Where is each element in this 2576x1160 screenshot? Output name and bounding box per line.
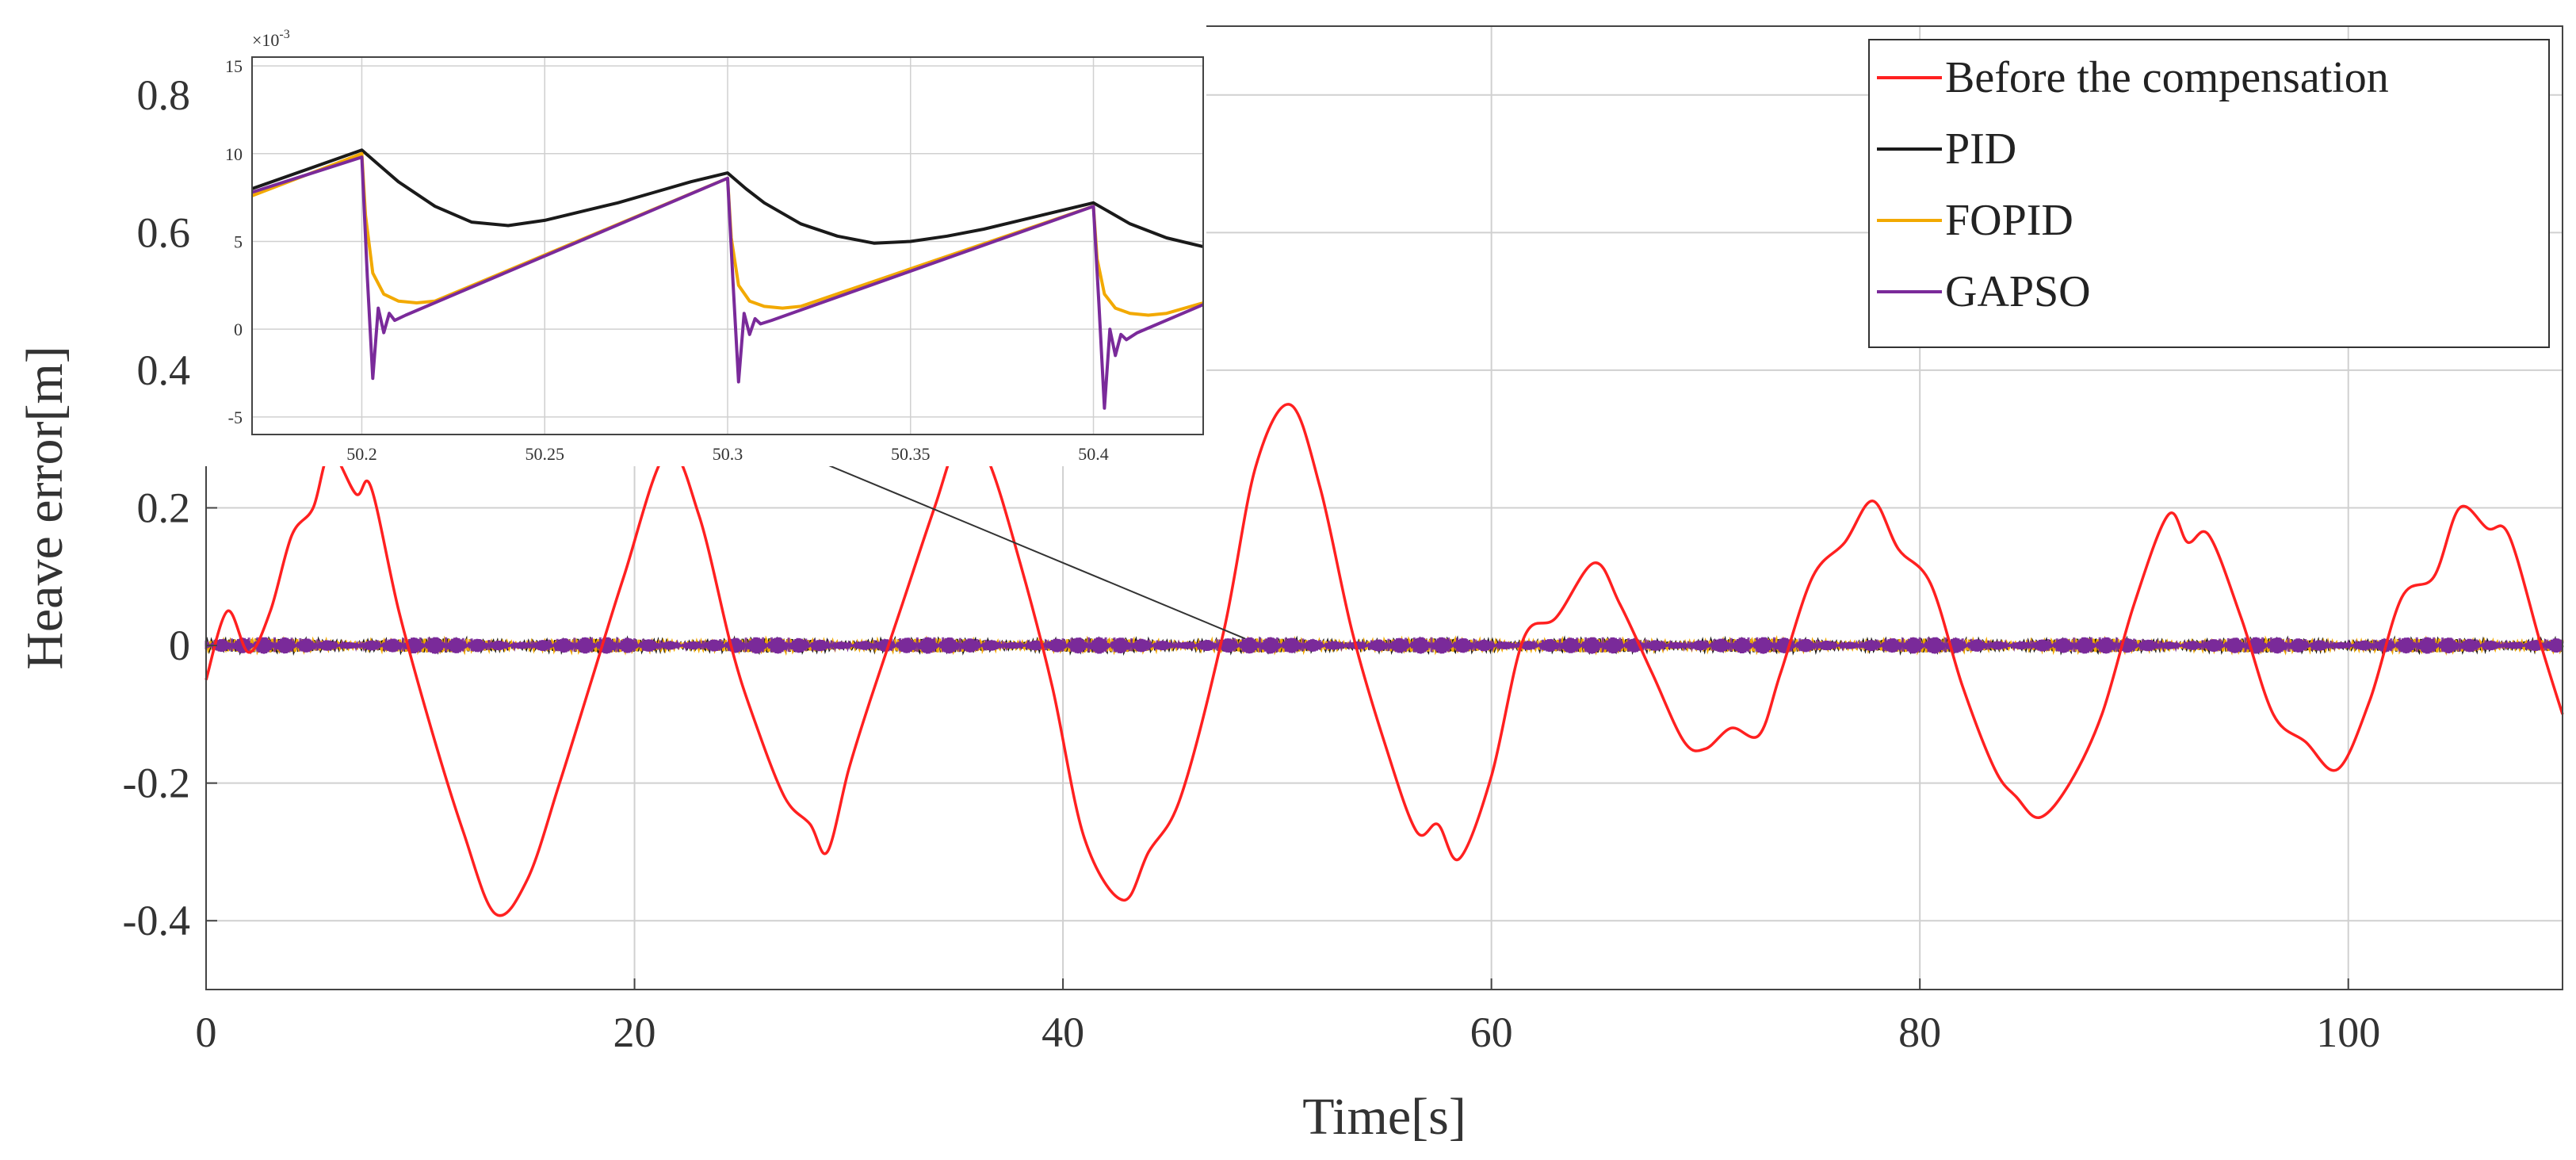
y-tick-label: -0.2	[123, 760, 190, 807]
x-tick-label: 60	[1470, 1009, 1513, 1056]
y-tick-label: -0.4	[123, 897, 190, 944]
y-tick-label: 0.4	[137, 346, 191, 394]
x-axis-label: Time[s]	[1302, 1088, 1466, 1146]
x-tick-label: 100	[2316, 1009, 2380, 1056]
inset-background	[204, 25, 1206, 466]
inset-x-tick-label: 50.35	[891, 444, 931, 464]
main-tick-labels: 0 20 40 60 80 100-0.4-0.200.20.40.60.8	[123, 71, 2381, 1056]
legend: Before the compensation PID FOPID GAPSO	[1868, 39, 2550, 348]
inset-x-tick-label: 50.4	[1078, 444, 1109, 464]
main-series-group	[204, 403, 2564, 917]
inset-series-line-gapso	[251, 155, 1204, 410]
y-axis-label: Heave error[m]	[16, 346, 74, 670]
x-tick-label: 20	[613, 1009, 656, 1056]
inset-multiplier-exponent: -3	[279, 28, 289, 41]
inset-y-tick-label: 5	[234, 232, 243, 251]
inset-multiplier-base: ×10	[252, 30, 279, 50]
x-tick-label: 0	[196, 1009, 217, 1056]
x-tick-label: 40	[1041, 1009, 1084, 1056]
inset-y-tick-label: 0	[234, 320, 243, 339]
inset-pointer-arrow	[792, 450, 1246, 640]
inset-y-tick-label: -5	[228, 408, 243, 427]
legend-label-pid: PID	[1945, 124, 2016, 174]
inset-grid	[252, 57, 1203, 435]
inset-series-line-pid	[251, 148, 1204, 249]
legend-box	[1868, 39, 2550, 348]
inset-y-multiplier: ×10-3	[252, 28, 290, 50]
inset-x-tick-label: 50.25	[525, 444, 564, 464]
inset-frame	[251, 56, 1204, 435]
y-tick-label: 0.6	[137, 209, 191, 256]
inset-x-tick-label: 50.3	[713, 444, 743, 464]
inset-y-tick-label: 10	[225, 144, 243, 164]
zoom-inset: 50.2 50.25 50.3 50.35 50.4 -5 0 5 10 15 ×10-3	[204, 25, 1206, 466]
x-tick-label: 80	[1898, 1009, 1941, 1056]
legend-entries: Before the compensation PID FOPID GAPSO	[1877, 53, 2389, 316]
y-tick-label: 0	[169, 622, 190, 669]
inset-series-group	[251, 148, 1204, 410]
inset-tick-labels: 50.2 50.25 50.3 50.35 50.4 -5 0 5 10 15	[225, 56, 1109, 464]
series-line-before-compensation	[204, 403, 2564, 917]
series-line-gapso	[204, 637, 2564, 654]
y-tick-label: 0.2	[137, 484, 191, 532]
inset-y-tick-label: 15	[225, 56, 243, 76]
legend-label-gapso: GAPSO	[1945, 267, 2091, 316]
inset-series-line-fopid	[251, 151, 1204, 317]
y-tick-label: 0.8	[137, 71, 191, 119]
inset-x-tick-label: 50.2	[346, 444, 377, 464]
legend-label-fopid: FOPID	[1945, 196, 2073, 245]
legend-label-before: Before the compensation	[1945, 53, 2389, 102]
